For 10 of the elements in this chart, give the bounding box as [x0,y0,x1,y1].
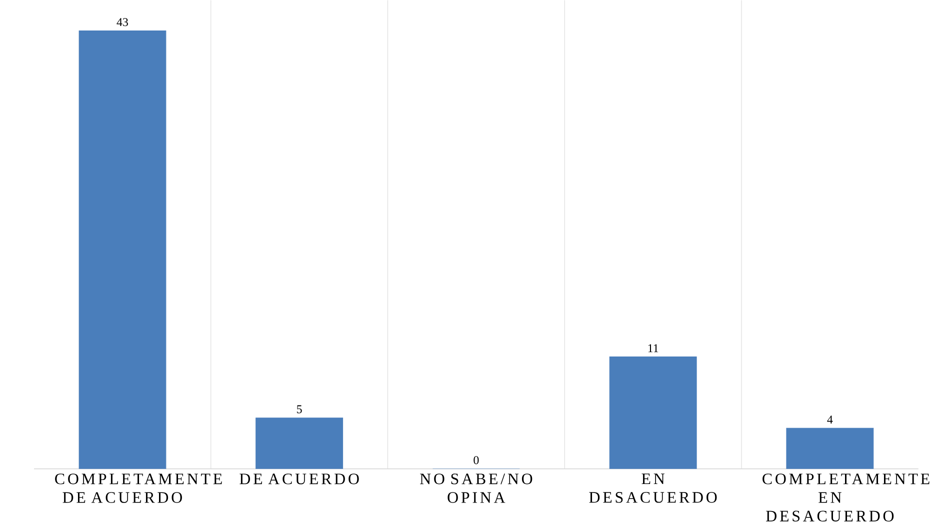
data-label: 11 [648,344,658,352]
data-label: 0 [474,456,479,464]
data-label: 43 [116,18,128,26]
x-tick-label: NO SABE/NO OPINA [420,473,532,503]
x-tick-label: COMPLETAMENTE EN DESACUERDO [762,473,930,522]
x-tick-label: DE ACUERDO [240,473,359,484]
data-label: 5 [297,405,302,414]
x-tick-label: COMPLETAMENTE DE ACUERDO [55,473,222,503]
data-label: 4 [827,415,833,424]
x-tick-label: EN DESACUERDO [589,473,717,503]
